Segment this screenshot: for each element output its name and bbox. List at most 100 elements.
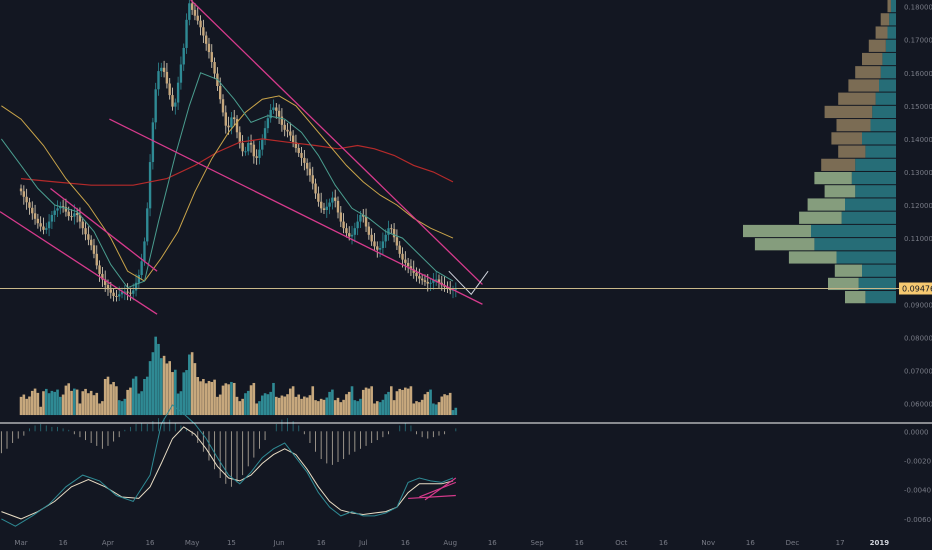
volume-bar bbox=[193, 363, 197, 416]
candle-body bbox=[218, 85, 222, 100]
candle-body bbox=[395, 237, 399, 246]
candle-body bbox=[356, 221, 359, 229]
candle-body bbox=[317, 193, 320, 202]
volume-bar bbox=[19, 396, 23, 416]
time-tick-label: Mar bbox=[14, 539, 27, 547]
volume-profile-up bbox=[889, 13, 896, 26]
candle-body bbox=[418, 276, 421, 279]
volume-bar bbox=[168, 361, 172, 416]
candle-body bbox=[227, 125, 230, 128]
volume-profile-up bbox=[858, 277, 896, 291]
volume-bar bbox=[196, 377, 200, 416]
volume-profile-down bbox=[754, 238, 815, 251]
candle-body bbox=[303, 157, 306, 163]
volume-bar bbox=[387, 391, 390, 416]
time-tick-label: 16 bbox=[575, 539, 584, 547]
candle-body bbox=[247, 143, 250, 152]
candle-body bbox=[188, 3, 191, 20]
volume-bar bbox=[448, 392, 452, 416]
candle-body bbox=[364, 216, 368, 227]
candle-body bbox=[50, 214, 54, 222]
candle-body bbox=[162, 67, 166, 72]
volume-bar bbox=[325, 397, 329, 416]
candle-body bbox=[252, 144, 256, 157]
candle-body bbox=[384, 234, 387, 242]
moving-averages bbox=[0, 72, 454, 289]
candle-body bbox=[196, 15, 199, 21]
volume-bar bbox=[171, 372, 174, 416]
volume-bar bbox=[392, 400, 396, 416]
trendlines[interactable] bbox=[0, 0, 489, 315]
volume-bar bbox=[305, 397, 309, 416]
divergence-line bbox=[408, 494, 456, 500]
candle-body bbox=[449, 288, 452, 291]
volume-profile-up bbox=[814, 238, 896, 251]
candle-body bbox=[275, 107, 278, 111]
volume-bar bbox=[238, 401, 242, 416]
candle-body bbox=[319, 201, 323, 209]
candle-body bbox=[277, 110, 281, 117]
candle-body bbox=[373, 241, 376, 247]
volume-bar bbox=[103, 378, 107, 416]
volume-profile-down bbox=[834, 264, 862, 277]
candle-body bbox=[199, 20, 202, 28]
volume-bar bbox=[289, 388, 292, 416]
volume-bar bbox=[322, 399, 326, 416]
candle-body bbox=[280, 116, 284, 125]
time-tick-label: 16 bbox=[746, 539, 755, 547]
volume-bar bbox=[244, 393, 247, 416]
volume-profile-up bbox=[862, 132, 896, 145]
volume-profile-up bbox=[880, 66, 896, 79]
volume-bar bbox=[303, 396, 306, 416]
candle-body bbox=[266, 118, 270, 129]
volume-profile-down bbox=[824, 185, 856, 198]
oscillator-tick-label: -0.0060 bbox=[904, 516, 931, 524]
volume-profile-up bbox=[870, 119, 896, 132]
volume-bar bbox=[249, 385, 253, 416]
volume-bar bbox=[182, 372, 186, 416]
candle-body bbox=[331, 197, 334, 203]
volume-bar bbox=[297, 394, 301, 416]
candle-body bbox=[446, 286, 449, 289]
candle-body bbox=[165, 71, 169, 84]
volume-bar bbox=[375, 401, 379, 416]
candle-body bbox=[291, 135, 295, 143]
volume-bar bbox=[359, 398, 362, 416]
divergence-line bbox=[424, 477, 457, 501]
candle-body bbox=[342, 221, 345, 229]
volume-bar bbox=[98, 403, 101, 416]
volume-bar bbox=[378, 402, 382, 416]
volume-bar bbox=[331, 389, 334, 416]
volume-bar bbox=[280, 395, 284, 416]
volume-profile bbox=[743, 0, 896, 304]
volume-profile-up bbox=[841, 211, 896, 224]
candle-body bbox=[333, 197, 337, 201]
volume-bar bbox=[134, 376, 138, 416]
volume-bar bbox=[345, 394, 348, 416]
current-price-line: 0.09476 bbox=[0, 282, 932, 295]
candle-body bbox=[140, 261, 143, 276]
candle-body bbox=[179, 64, 183, 83]
candle-body bbox=[263, 128, 267, 140]
candle-body bbox=[370, 234, 373, 242]
candle-body bbox=[115, 295, 118, 297]
volume-profile-up bbox=[875, 92, 896, 105]
candle-body bbox=[182, 47, 185, 65]
candle-body bbox=[255, 156, 258, 158]
volume-bar bbox=[199, 381, 202, 416]
volume-profile-down bbox=[875, 26, 888, 39]
oscillator-tick-label: -0.0040 bbox=[904, 487, 931, 495]
candle-body bbox=[53, 210, 56, 215]
candle-body bbox=[300, 152, 303, 158]
volume-bar bbox=[207, 380, 211, 416]
volume-profile-up bbox=[890, 0, 896, 13]
candle-body bbox=[190, 3, 194, 10]
candle-body bbox=[420, 278, 424, 281]
candle-body bbox=[112, 292, 115, 296]
